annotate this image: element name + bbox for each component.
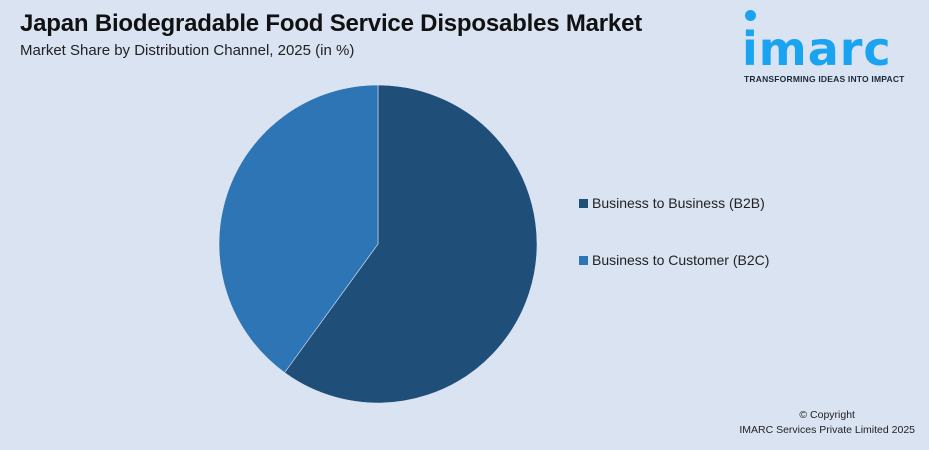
imarc-logo: imarc TRANSFORMING IDEAS INTO IMPACT bbox=[740, 8, 925, 88]
legend-swatch-b2c bbox=[579, 255, 588, 265]
legend-item-b2c: Business to Customer (B2C) bbox=[579, 252, 769, 268]
copyright: © Copyright IMARC Services Private Limit… bbox=[739, 408, 915, 438]
legend-label-b2c: Business to Customer (B2C) bbox=[592, 252, 770, 268]
legend-swatch-b2b bbox=[579, 198, 588, 208]
pie-chart bbox=[219, 85, 537, 403]
logo-tagline: TRANSFORMING IDEAS INTO IMPACT bbox=[744, 74, 905, 84]
logo-wordmark: imarc bbox=[742, 22, 892, 76]
pie-slice-b2b bbox=[284, 85, 537, 403]
chart-subtitle: Market Share by Distribution Channel, 20… bbox=[20, 42, 355, 59]
legend-item-b2b: Business to Business (B2B) bbox=[579, 195, 765, 211]
copyright-line: © Copyright bbox=[799, 409, 855, 421]
legend-label-b2b: Business to Business (B2B) bbox=[592, 195, 765, 211]
chart-title: Japan Biodegradable Food Service Disposa… bbox=[20, 10, 643, 37]
copyright-company: IMARC Services Private Limited 2025 bbox=[739, 424, 915, 436]
pie-slice-b2c bbox=[219, 85, 379, 374]
logo-dot-icon bbox=[745, 10, 756, 21]
